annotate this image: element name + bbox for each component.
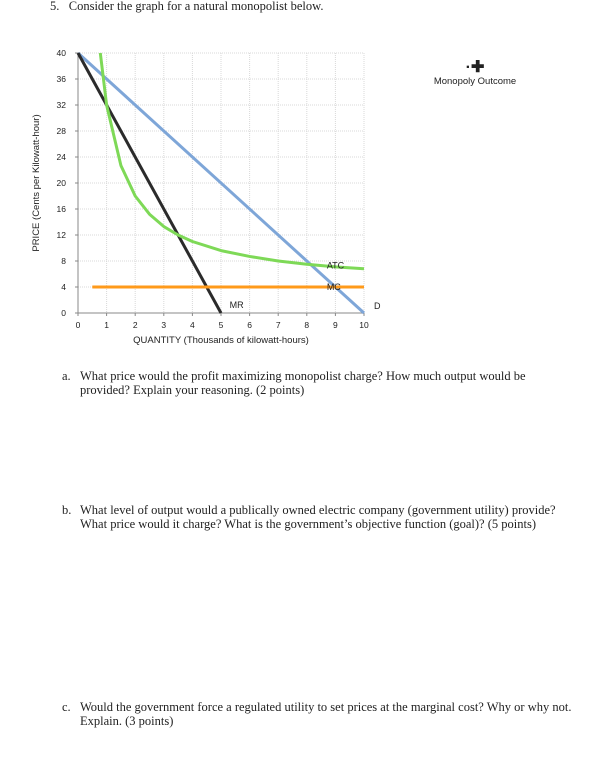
part-text: What price would the profit maximizing m…: [80, 369, 526, 397]
x-tick-label: 9: [333, 320, 338, 330]
part-b: b. What level of output would a publical…: [62, 503, 572, 531]
y-tick-label: 32: [57, 100, 67, 110]
x-tick-label: 7: [276, 320, 281, 330]
series-label-atc: ATC: [327, 261, 345, 271]
legend-label: Monopoly Outcome: [433, 76, 517, 87]
part-letter: a.: [62, 369, 71, 383]
x-tick-label: 0: [76, 320, 81, 330]
question-text: Consider the graph for a natural monopol…: [68, 0, 324, 13]
part-text: What level of output would a publically …: [80, 503, 556, 531]
legend: ·✚ Monopoly Outcome: [420, 59, 530, 88]
y-tick-label: 24: [57, 152, 67, 162]
series-label-mr: MR: [230, 300, 244, 310]
plus-marker-icon: ·✚: [465, 59, 485, 76]
y-tick-label: 40: [57, 48, 67, 58]
series-mr-line: [76, 52, 223, 314]
question-header: 5. Consider the graph for a natural mono…: [50, 0, 323, 13]
x-axis-label: QUANTITY (Thousands of kilowatt-hours): [133, 335, 309, 346]
x-tick-label: 1: [104, 320, 109, 330]
part-text: Would the government force a regulated u…: [80, 700, 572, 728]
part-letter: b.: [62, 503, 72, 517]
series-d-line: [76, 51, 366, 315]
x-tick-label: 5: [219, 320, 224, 330]
y-tick-label: 12: [57, 230, 67, 240]
series-label-d: D: [374, 301, 381, 311]
y-tick-label: 4: [61, 282, 66, 292]
x-tick-label: 8: [304, 320, 309, 330]
chart: 0 1 2 3 4 5 6 7 8 9 100481216202428323640QUANTITY …: [31, 48, 381, 346]
question-number: 5.: [50, 0, 60, 13]
x-tick-label: 10: [359, 320, 369, 330]
y-tick-label: 28: [57, 126, 67, 136]
part-c: c. Would the government force a regulate…: [62, 700, 572, 728]
x-tick-label: 6: [247, 320, 252, 330]
part-letter: c.: [62, 700, 71, 714]
y-tick-label: 16: [57, 204, 67, 214]
y-tick-label: 8: [61, 256, 66, 266]
y-tick-label: 20: [57, 178, 67, 188]
y-axis-label: PRICE (Cents per Kilowatt-hour): [31, 114, 42, 251]
series-label-mc: MC: [327, 282, 341, 292]
y-tick-label: 0: [61, 308, 66, 318]
part-a: a. What price would the profit maximizin…: [62, 369, 542, 397]
x-tick-label: 3: [161, 320, 166, 330]
series-atc-line: [98, 52, 365, 271]
x-tick-label: 2: [133, 320, 138, 330]
y-tick-label: 36: [57, 74, 67, 84]
x-tick-label: 4: [190, 320, 195, 330]
